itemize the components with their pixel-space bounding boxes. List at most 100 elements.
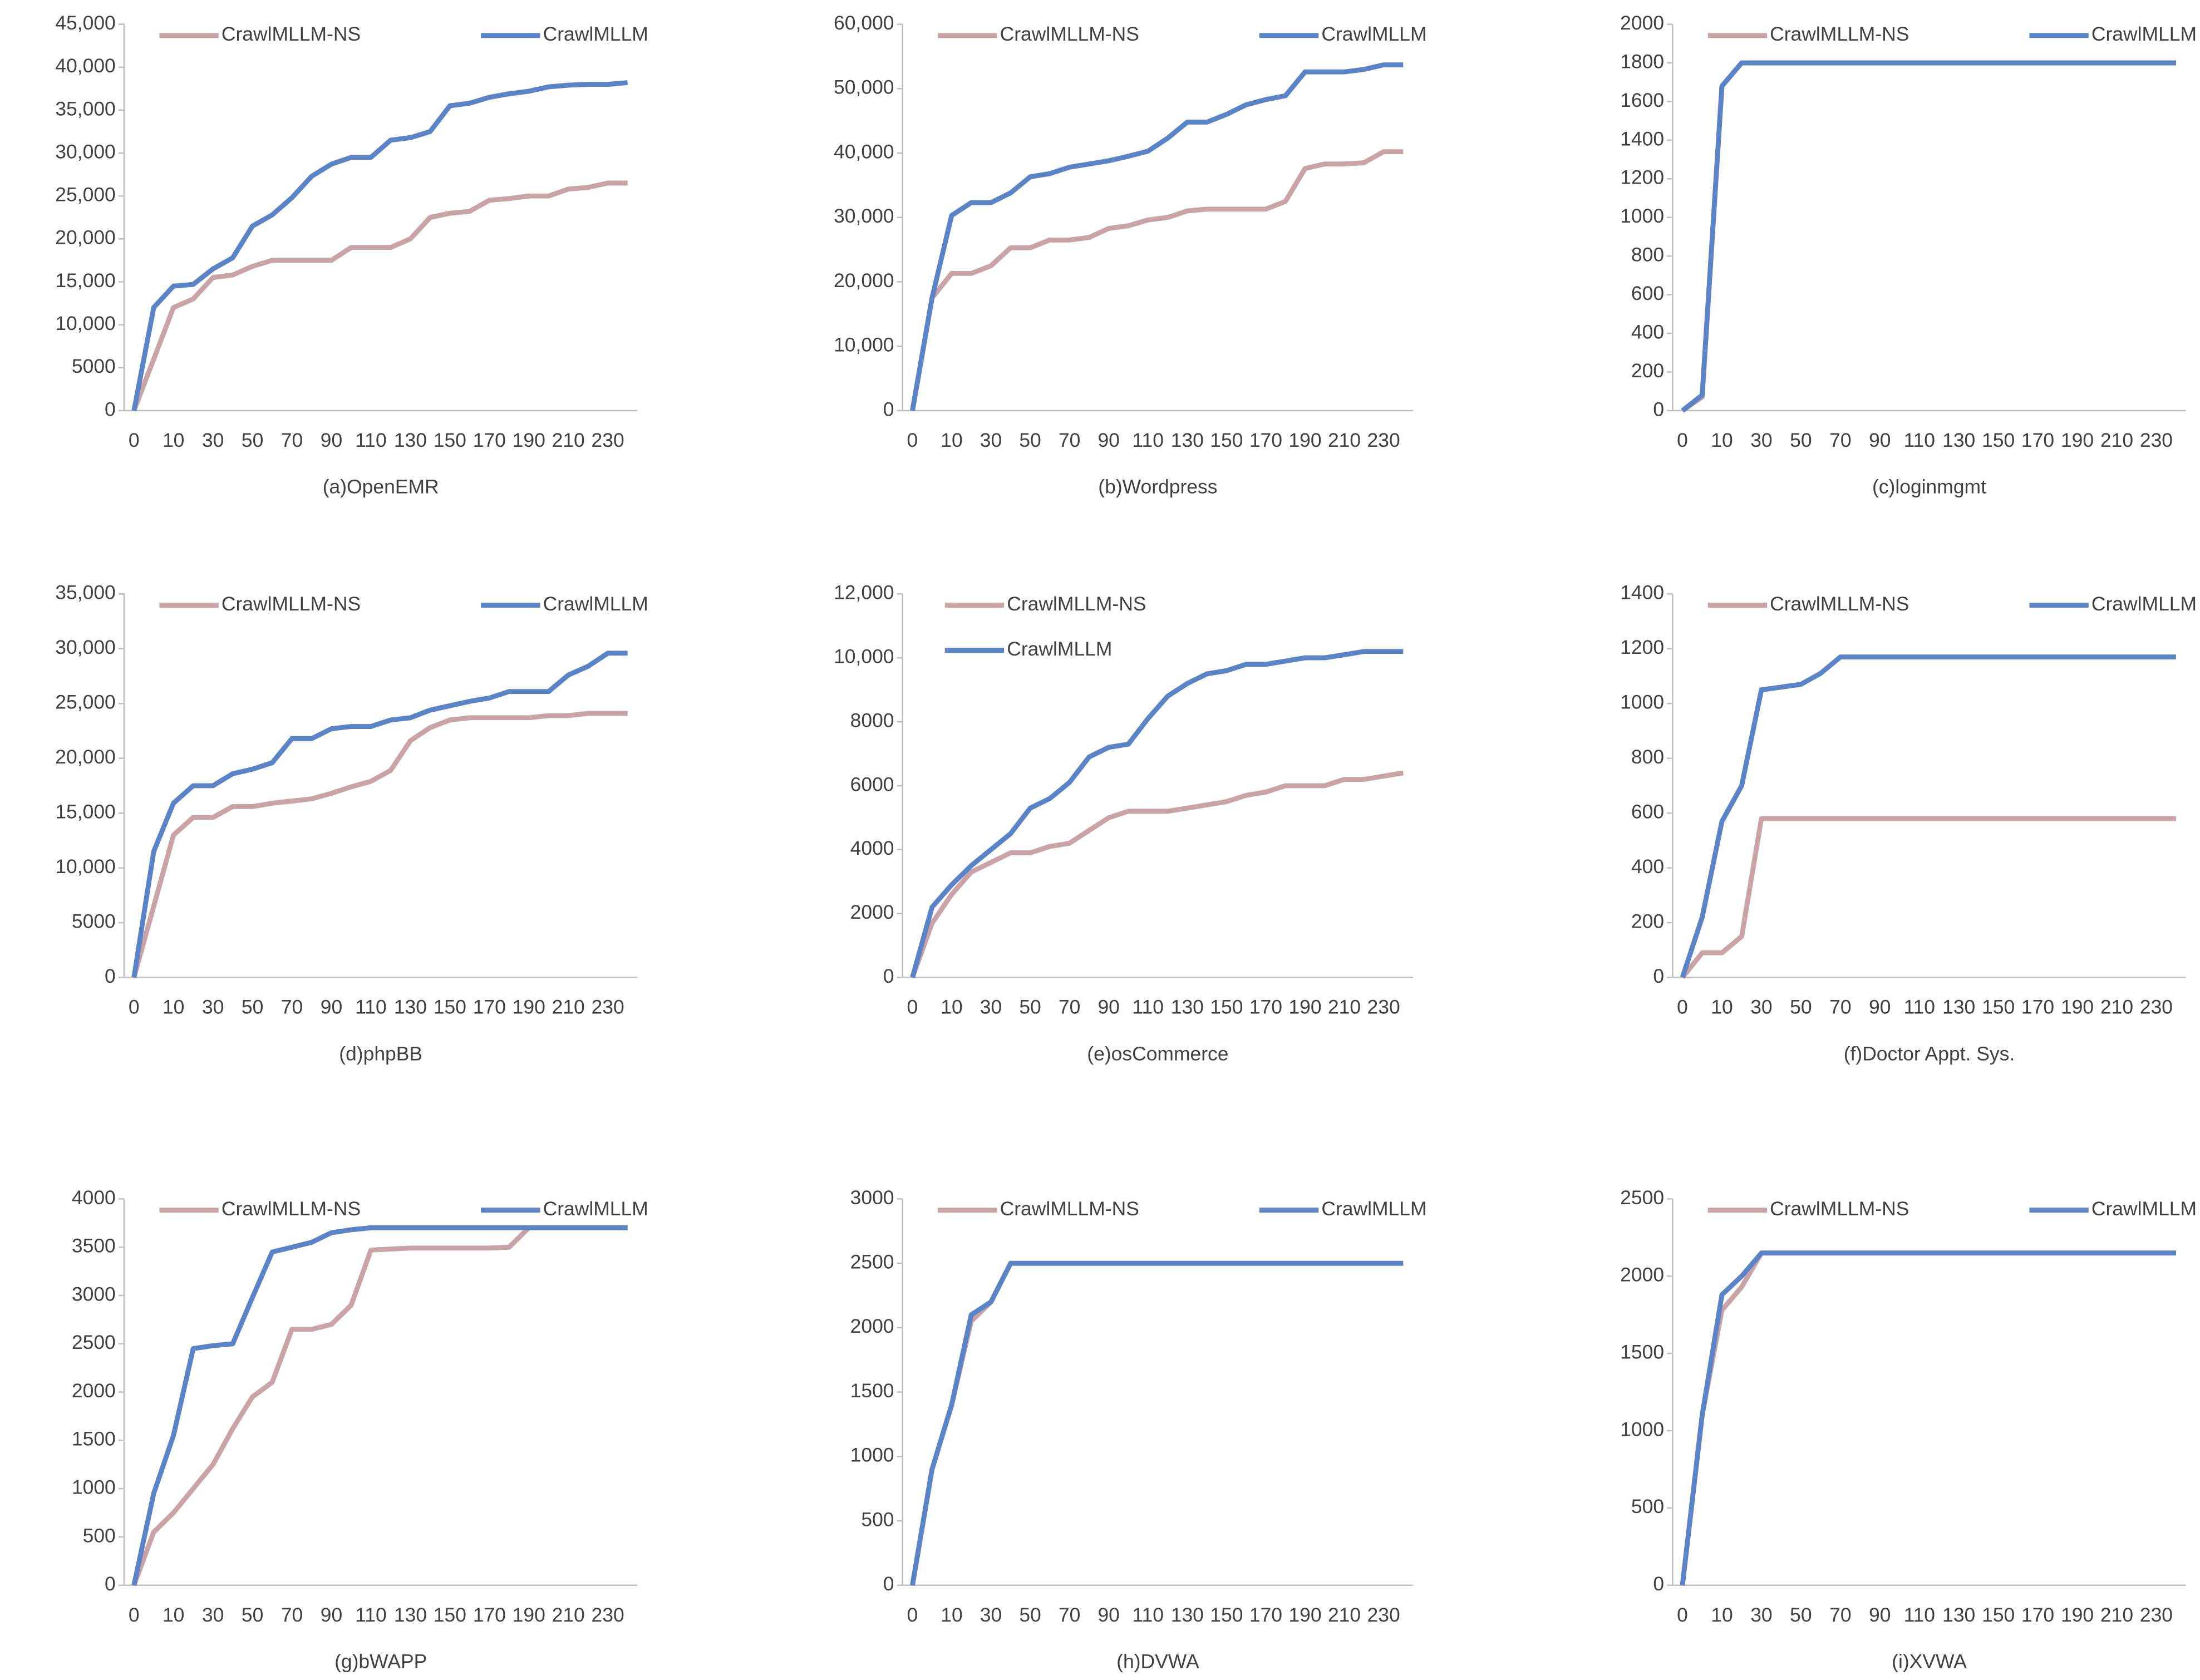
x-tick-label: 110 (1903, 429, 1935, 451)
y-tick-label: 1500 (72, 1428, 116, 1450)
y-tick-label: 8000 (850, 709, 894, 731)
x-tick-label: 50 (1019, 996, 1041, 1018)
y-tick-label: 0 (883, 965, 894, 987)
y-tick-label: 30,000 (834, 205, 894, 227)
y-tick-label: 2500 (1620, 1186, 1664, 1209)
y-tick-label: 3000 (72, 1283, 116, 1305)
chart-title: (f)Doctor Appt. Sys. (1844, 1042, 2015, 1065)
legend-label: CrawlMLLM (2091, 1198, 2197, 1220)
series-line (131, 711, 628, 978)
legend-label: CrawlMLLM-NS (1000, 23, 1139, 45)
x-tick-label: 10 (941, 996, 962, 1018)
series-line (131, 1225, 628, 1586)
legend-label: CrawlMLLM-NS (1770, 1198, 1909, 1220)
x-tick-label: 150 (434, 1604, 466, 1626)
y-tick-label: 600 (1631, 801, 1664, 823)
y-tick-label: 5000 (72, 910, 116, 932)
series-line (1680, 654, 2176, 978)
x-tick-label: 30 (202, 996, 224, 1018)
y-tick-label: 0 (105, 398, 116, 420)
y-tick-label: 0 (883, 398, 894, 420)
y-tick-label: 1400 (1620, 582, 1664, 604)
x-tick-label: 190 (1288, 996, 1321, 1018)
series-line (131, 180, 628, 412)
x-tick-label: 70 (1829, 429, 1851, 451)
series-line (1680, 1250, 2176, 1586)
x-tick-label: 30 (202, 429, 224, 451)
x-tick-label: 30 (980, 1604, 1002, 1626)
x-tick-label: 230 (2140, 996, 2173, 1018)
y-tick-label: 3500 (72, 1235, 116, 1257)
series-line (1681, 60, 2176, 413)
x-tick-label: 190 (1288, 1604, 1321, 1626)
y-tick-label: 600 (1631, 282, 1664, 304)
y-tick-label: 400 (1631, 855, 1664, 878)
y-tick-label: 1000 (1620, 1418, 1664, 1440)
x-tick-label: 0 (129, 996, 140, 1018)
x-tick-label: 90 (321, 1604, 342, 1626)
y-tick-label: 800 (1631, 244, 1664, 266)
y-tick-label: 2000 (850, 1315, 894, 1337)
y-tick-label: 3000 (850, 1186, 894, 1209)
y-tick-label: 4000 (72, 1186, 116, 1209)
x-tick-label: 230 (1367, 429, 1400, 451)
series-line (910, 1260, 1404, 1586)
x-tick-label: 30 (1750, 1604, 1772, 1626)
x-tick-label: 90 (1097, 996, 1119, 1018)
x-tick-label: 210 (1328, 1604, 1361, 1626)
y-tick-label: 40,000 (55, 55, 116, 77)
y-tick-label: 0 (1653, 1573, 1664, 1595)
x-tick-label: 170 (2021, 996, 2054, 1018)
x-tick-label: 10 (1711, 1604, 1733, 1626)
legend-label: CrawlMLLM-NS (222, 593, 361, 615)
x-tick-label: 190 (1288, 429, 1321, 451)
legend-label: CrawlMLLM-NS (1007, 593, 1146, 615)
y-tick-label: 30,000 (55, 636, 116, 658)
y-tick-label: 2500 (850, 1250, 894, 1273)
x-tick-label: 0 (129, 429, 140, 451)
x-tick-label: 0 (907, 1604, 918, 1626)
y-tick-label: 10,000 (834, 646, 894, 668)
x-tick-label: 150 (1210, 1604, 1243, 1626)
x-tick-label: 130 (1942, 429, 1975, 451)
x-tick-label: 70 (281, 429, 303, 451)
y-tick-label: 1200 (1620, 636, 1664, 658)
chart-title: (b)Wordpress (1098, 476, 1217, 498)
x-tick-label: 230 (1367, 1604, 1400, 1626)
x-tick-label: 70 (1059, 429, 1080, 451)
chart-title: (e)osCommerce (1087, 1042, 1228, 1065)
y-tick-label: 2000 (1620, 12, 1664, 34)
series-line (1680, 816, 2176, 979)
x-tick-label: 110 (1903, 1604, 1935, 1626)
y-tick-label: 1800 (1620, 50, 1664, 72)
x-tick-label: 10 (1711, 429, 1733, 451)
x-tick-label: 0 (907, 996, 918, 1018)
y-tick-label: 500 (1631, 1495, 1664, 1518)
x-tick-label: 150 (1982, 429, 2015, 451)
x-tick-label: 90 (1869, 429, 1891, 451)
x-tick-label: 30 (980, 996, 1002, 1018)
y-tick-label: 2000 (1620, 1264, 1664, 1286)
y-tick-label: 2000 (72, 1380, 116, 1402)
x-tick-label: 30 (980, 429, 1002, 451)
legend-label: CrawlMLLM-NS (1770, 593, 1909, 615)
x-tick-label: 190 (2061, 996, 2094, 1018)
series-line (910, 1260, 1404, 1586)
x-tick-label: 30 (1750, 996, 1772, 1018)
y-tick-label: 800 (1631, 746, 1664, 768)
x-tick-label: 190 (513, 429, 545, 451)
x-tick-label: 0 (1677, 1604, 1688, 1626)
y-tick-label: 500 (861, 1508, 894, 1530)
x-tick-label: 130 (1171, 429, 1204, 451)
x-tick-label: 130 (394, 996, 427, 1018)
x-tick-label: 210 (552, 429, 585, 451)
x-tick-label: 90 (1097, 1604, 1119, 1626)
y-tick-label: 1000 (850, 1444, 894, 1466)
y-tick-label: 1500 (850, 1380, 894, 1402)
series-line (910, 149, 1404, 411)
x-tick-label: 90 (321, 996, 342, 1018)
x-tick-label: 0 (1677, 996, 1688, 1018)
x-tick-label: 90 (1097, 429, 1119, 451)
y-tick-label: 10,000 (55, 312, 116, 334)
y-tick-label: 15,000 (55, 801, 116, 823)
